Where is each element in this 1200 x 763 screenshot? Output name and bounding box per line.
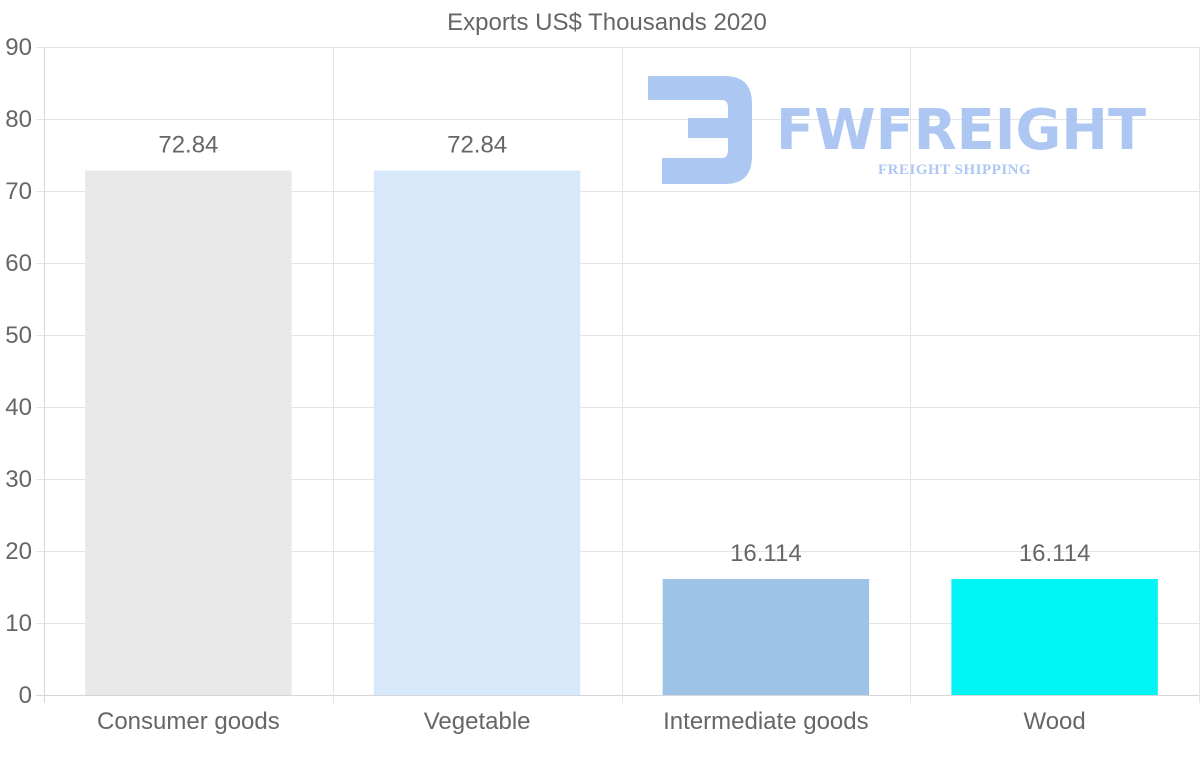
x-tick-label: Vegetable <box>424 708 531 735</box>
y-tick-label: 10 <box>5 610 32 637</box>
bar-intermediate-goods[interactable] <box>662 578 870 695</box>
y-tick-label: 90 <box>5 34 32 61</box>
y-tick-label: 80 <box>5 106 32 133</box>
y-tick-label: 70 <box>5 178 32 205</box>
value-labels: 72.84 72.84 16.114 16.114 <box>158 132 1090 567</box>
chart-title: Exports US$ Thousands 2020 <box>447 9 767 36</box>
fwfreight-watermark-logo: FWFREIGHT FREIGHT SHIPPING <box>648 76 1146 184</box>
bar-value-label: 72.84 <box>447 132 507 159</box>
bar-vegetable[interactable] <box>373 170 581 695</box>
watermark-brand-text: FWFREIGHT <box>776 98 1146 163</box>
watermark-tagline-text: FREIGHT SHIPPING <box>878 162 1031 178</box>
bar-value-label: 16.114 <box>730 540 802 567</box>
x-tick-label: Wood <box>1023 708 1085 735</box>
y-tick-label: 50 <box>5 322 32 349</box>
y-tick-label: 20 <box>5 538 32 565</box>
axes: 0 10 20 30 40 50 60 70 80 90 Consumer goods Vegetab… <box>5 34 1085 735</box>
x-tick-label: Intermediate goods <box>663 708 868 735</box>
y-tick-label: 40 <box>5 394 32 421</box>
bar-value-label: 72.84 <box>158 132 218 159</box>
y-tick-label: 30 <box>5 466 32 493</box>
bars <box>85 170 1158 695</box>
bar-value-label: 16.114 <box>1019 540 1091 567</box>
fwfreight-logo-icon <box>648 76 752 184</box>
x-tick-label: Consumer goods <box>97 708 280 735</box>
y-tick-label: 0 <box>19 682 32 709</box>
y-tick-label: 60 <box>5 250 32 277</box>
bar-consumer-goods[interactable] <box>85 170 292 695</box>
bar-wood[interactable] <box>951 578 1158 695</box>
